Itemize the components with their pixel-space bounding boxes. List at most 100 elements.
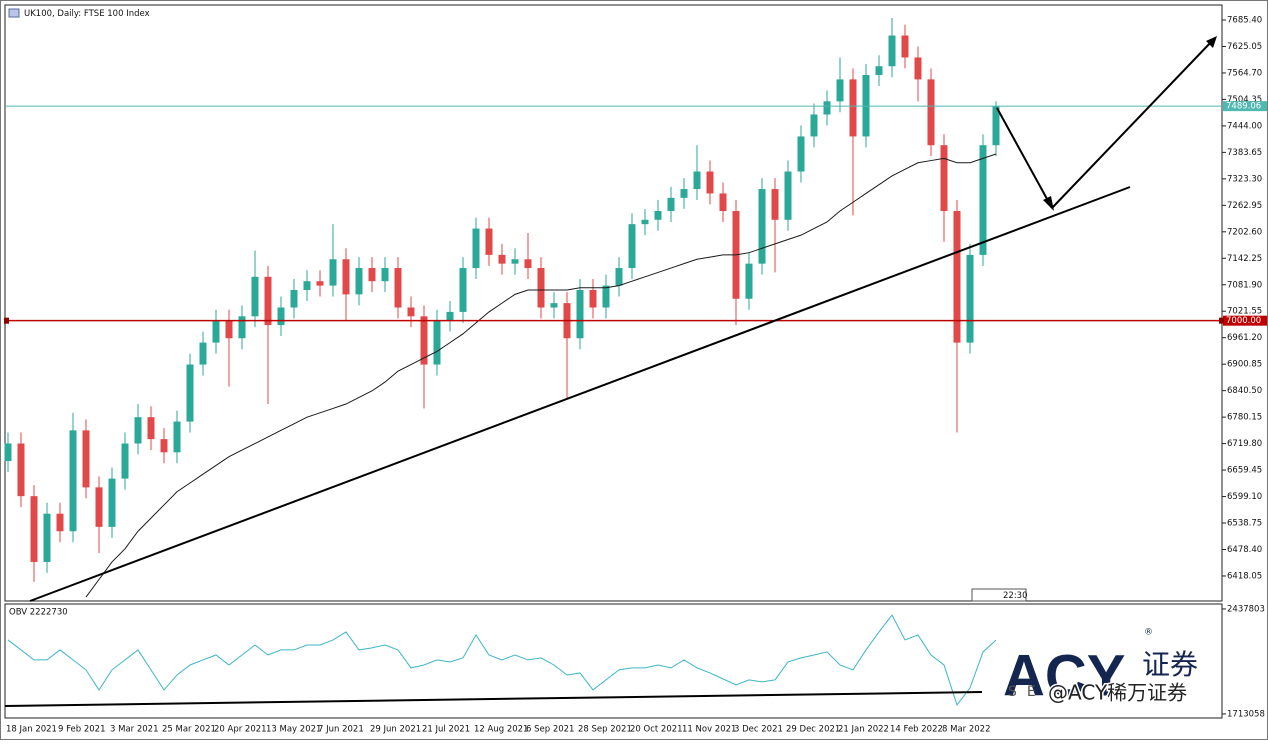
candle-body — [173, 421, 181, 453]
x-tick-label: 8 Mar 2022 — [942, 725, 990, 735]
x-tick-label: 29 Dec 2021 — [786, 725, 840, 735]
candle-body — [693, 171, 701, 190]
candle-body — [147, 417, 155, 440]
y-tick-label: 6961.20 — [1227, 333, 1262, 343]
candle-body — [628, 224, 636, 269]
symbol-icon — [8, 8, 20, 18]
y-tick-label: 7685.40 — [1227, 16, 1262, 26]
candle-body — [342, 259, 350, 295]
candle-body — [160, 439, 168, 453]
main-panel — [4, 4, 1223, 602]
candle-body — [901, 35, 909, 58]
candle-body — [433, 320, 441, 365]
arrow-up — [1051, 39, 1214, 209]
obv-trendline — [4, 691, 983, 707]
y-tick-label: 6719.80 — [1227, 439, 1262, 449]
candle-body — [511, 259, 519, 264]
candle-body — [966, 254, 974, 343]
price-anchor — [4, 317, 9, 324]
candle-body — [121, 443, 129, 479]
x-tick-label: 18 Jan 2021 — [6, 725, 57, 735]
candle-body — [251, 276, 259, 317]
x-tick-label: 21 Jul 2021 — [422, 725, 470, 735]
y-tick-label: 2437803 — [1227, 604, 1265, 614]
moving-average — [85, 153, 997, 598]
y-tick-label: 6538.75 — [1227, 519, 1262, 529]
candle-body — [654, 211, 662, 220]
candle-body — [576, 289, 584, 339]
x-tick-label: 21 Jan 2022 — [838, 725, 889, 735]
candle-body — [524, 259, 532, 269]
x-tick-label: 3 Mar 2021 — [110, 725, 158, 735]
candle-body — [472, 228, 480, 269]
x-tick-label: 7 Jun 2021 — [318, 725, 364, 735]
candle-body — [238, 316, 246, 339]
x-tick-label: 12 Aug 2021 — [474, 725, 528, 735]
candle-body — [615, 268, 623, 286]
candle-body — [498, 254, 506, 264]
y-tick-label: 7564.70 — [1227, 68, 1262, 78]
arrow-down — [996, 107, 1053, 209]
candle-body — [95, 487, 103, 527]
candle-body — [797, 136, 805, 172]
x-tick-label: 20 Oct 2021 — [630, 725, 683, 735]
candle-body — [290, 289, 298, 308]
candle-body — [381, 268, 389, 282]
candle-body — [719, 193, 727, 212]
candle-body — [134, 417, 142, 444]
candle-body — [69, 430, 77, 532]
candle-body — [199, 342, 207, 365]
y-tick-label: 6840.50 — [1227, 386, 1262, 396]
y-tick-label: 7504.35 — [1227, 95, 1262, 105]
candle-body — [4, 443, 12, 462]
obv-panel — [4, 603, 1223, 719]
candle-body — [641, 219, 649, 225]
candle-body — [537, 268, 545, 308]
watermark-handle: @ACY稀万证券 — [1048, 681, 1187, 705]
candle-body — [43, 513, 51, 562]
candle-body — [836, 79, 844, 102]
arrowhead — [1206, 36, 1217, 48]
candle-body — [30, 496, 38, 562]
candle-body — [940, 145, 948, 212]
candle-body — [784, 171, 792, 220]
watermark-sub: SE — [1008, 684, 1046, 700]
x-tick-label: 6 Sep 2021 — [526, 725, 574, 735]
candle-body — [823, 101, 831, 115]
obv-line — [7, 614, 997, 707]
arrowhead — [1043, 196, 1054, 211]
candle-body — [277, 307, 285, 326]
y-tick-label: 6659.45 — [1227, 466, 1262, 476]
x-tick-label: 20 Apr 2021 — [214, 725, 267, 735]
x-tick-label: 28 Sep 2021 — [578, 725, 632, 735]
x-tick-label: 9 Feb 2021 — [58, 725, 106, 735]
watermark-suffix: 证券 — [1142, 648, 1198, 681]
x-tick-label: 29 Jun 2021 — [370, 725, 421, 735]
candle-body — [264, 276, 272, 326]
x-tick-label: 13 May 2021 — [266, 725, 321, 735]
candle-body — [108, 478, 116, 527]
y-tick-label: 7142.25 — [1227, 254, 1262, 264]
candle-body — [186, 364, 194, 422]
candle-body — [225, 320, 233, 339]
candle-body — [407, 307, 415, 317]
chart-title: UK100, Daily: FTSE 100 Index — [24, 9, 150, 19]
candle-body — [953, 211, 961, 343]
candle-body — [82, 430, 90, 488]
candle-body — [420, 316, 428, 365]
candle-body — [979, 145, 987, 255]
candle-body — [875, 66, 883, 76]
candle-body — [303, 281, 311, 290]
candle-body — [394, 268, 402, 308]
price-tag-label: 7489.06 — [1226, 102, 1261, 112]
candle-body — [17, 443, 25, 497]
candle-body — [212, 320, 220, 343]
candle-body — [888, 35, 896, 67]
candle-body — [459, 268, 467, 312]
price-tag — [1223, 101, 1267, 112]
y-tick-label: 7202.60 — [1227, 227, 1262, 237]
x-tick-label: 3 Dec 2021 — [734, 725, 783, 735]
candle-body — [810, 114, 818, 137]
candle-body — [446, 311, 454, 321]
